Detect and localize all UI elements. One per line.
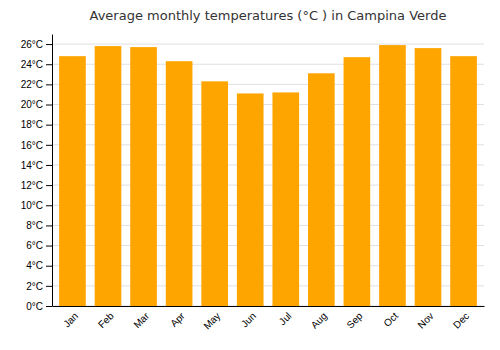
- y-tick-mark: [46, 306, 52, 307]
- y-tick-label: 10°C: [21, 200, 43, 211]
- y-tick: 12°C: [21, 180, 52, 191]
- y-tick-mark: [46, 185, 52, 186]
- y-tick-label: 2°C: [26, 281, 43, 292]
- y-tick: 14°C: [21, 160, 52, 171]
- y-tick: 16°C: [21, 140, 52, 151]
- y-axis: 0°C 2°C 4°C 6°C 8°C 10°C 12°C 14°C 16°C 18°C 20°C 2…: [21, 35, 53, 312]
- title: Average monthly temperatures (°C ) in Ca…: [90, 8, 447, 23]
- x-tick: Sep: [344, 306, 365, 331]
- x-tick-label: Sep: [344, 310, 365, 331]
- x-tick: Jul: [277, 306, 294, 327]
- x-tick-label: Mar: [131, 310, 151, 330]
- y-tick: 6°C: [26, 240, 52, 251]
- y-tick-mark: [46, 225, 52, 226]
- x-tick-label: Feb: [96, 310, 116, 330]
- x-tick: Oct: [381, 306, 400, 329]
- x-tick-label: May: [201, 310, 222, 331]
- x-tick: Jun: [239, 306, 258, 329]
- y-tick-label: 6°C: [26, 240, 43, 251]
- y-tick-mark: [46, 145, 52, 146]
- bar: [59, 56, 86, 306]
- y-tick-label: 14°C: [21, 160, 43, 171]
- x-tick: May: [201, 306, 222, 331]
- x-tick-label: Dec: [451, 310, 471, 330]
- x-tick: Dec: [451, 306, 471, 331]
- plot: 0°C 2°C 4°C 6°C 8°C 10°C 12°C 14°C 16°C 18°C 20°C 2…: [21, 35, 485, 332]
- y-tick-label: 12°C: [21, 180, 43, 191]
- y-tick-mark: [46, 44, 52, 45]
- y-tick: 22°C: [21, 79, 52, 90]
- grid: [52, 44, 484, 306]
- bar: [308, 73, 335, 306]
- x-tick-label: Oct: [381, 310, 400, 329]
- x-axis: Jan Feb Mar Apr May Jun Jul Aug Sep Oct Nov Dec: [53, 306, 485, 331]
- y-tick-mark: [46, 84, 52, 85]
- x-tick: Nov: [415, 306, 435, 331]
- bar: [130, 47, 157, 306]
- x-tick-label: Nov: [415, 310, 435, 330]
- y-tick-label: 20°C: [21, 99, 43, 110]
- y-tick: 8°C: [26, 220, 52, 231]
- y-tick-label: 26°C: [21, 39, 43, 50]
- y-tick-mark: [46, 105, 52, 106]
- y-tick: 10°C: [21, 200, 52, 211]
- x-axis-line: [53, 306, 485, 307]
- y-tick-label: 8°C: [26, 220, 43, 231]
- bar: [344, 57, 371, 306]
- y-tick: 24°C: [21, 59, 52, 70]
- bar: [95, 46, 122, 306]
- y-tick-label: 4°C: [26, 260, 43, 271]
- y-tick-mark: [46, 246, 52, 247]
- x-tick: Feb: [96, 306, 116, 330]
- bar: [272, 92, 299, 306]
- y-tick-mark: [46, 165, 52, 166]
- y-tick: 4°C: [26, 260, 52, 271]
- y-tick-label: 0°C: [26, 301, 43, 312]
- y-tick-label: 22°C: [21, 79, 43, 90]
- x-tick: Apr: [168, 306, 187, 329]
- chart: 0°C 2°C 4°C 6°C 8°C 10°C 12°C 14°C 16°C 18°C 20°C 2…: [0, 0, 500, 350]
- bar: [415, 48, 442, 306]
- grid-line: [52, 44, 484, 45]
- bars: [59, 45, 477, 306]
- y-tick-label: 18°C: [21, 119, 43, 130]
- bar: [237, 93, 264, 306]
- y-tick: 18°C: [21, 119, 52, 130]
- y-tick: 26°C: [21, 39, 52, 50]
- x-tick-label: Apr: [168, 310, 187, 329]
- bar: [201, 81, 228, 306]
- y-tick-mark: [46, 125, 52, 126]
- y-tick: 2°C: [26, 281, 52, 292]
- y-tick-mark: [46, 286, 52, 287]
- bar: [166, 61, 193, 306]
- y-axis-line: [52, 35, 53, 307]
- bar: [450, 56, 477, 306]
- x-tick-label: Jul: [277, 310, 294, 327]
- x-tick-label: Aug: [309, 310, 329, 330]
- bar: [379, 45, 406, 306]
- y-tick: 20°C: [21, 99, 52, 110]
- x-tick: Aug: [309, 306, 329, 331]
- x-tick: Mar: [131, 306, 151, 330]
- y-tick-mark: [46, 266, 52, 267]
- y-tick-label: 16°C: [21, 140, 43, 151]
- y-tick-mark: [46, 64, 52, 65]
- y-tick-mark: [46, 205, 52, 206]
- x-tick: Jan: [61, 306, 80, 329]
- x-tick-label: Jun: [239, 310, 258, 329]
- y-tick-label: 24°C: [21, 59, 43, 70]
- x-tick-label: Jan: [61, 310, 80, 329]
- y-tick: 0°C: [26, 301, 52, 312]
